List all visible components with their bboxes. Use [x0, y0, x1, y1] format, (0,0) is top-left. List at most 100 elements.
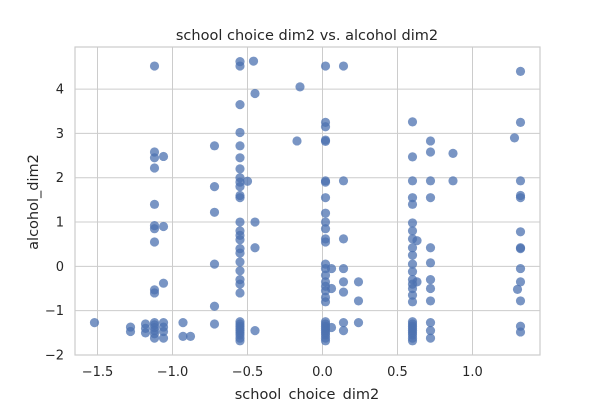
data-point — [209, 319, 220, 329]
data-point — [326, 322, 337, 333]
data-point — [425, 147, 436, 157]
data-point — [515, 227, 526, 237]
data-point — [412, 236, 422, 246]
y-tick-label: 2 — [56, 171, 64, 186]
data-point — [250, 326, 260, 336]
data-point — [235, 279, 245, 289]
x-tick-label: −0.5 — [232, 365, 264, 380]
data-point — [338, 263, 349, 274]
data-point — [425, 275, 436, 285]
data-point — [149, 61, 160, 71]
x-tick-label: −1.0 — [157, 365, 189, 380]
data-point — [509, 133, 520, 143]
data-point — [407, 226, 418, 236]
data-point — [407, 176, 418, 186]
y-tick-labels: −2 −1 0 1 2 3 4 — [45, 83, 64, 364]
data-point — [407, 152, 418, 162]
y-tick-label: −1 — [45, 304, 64, 319]
data-point — [353, 296, 364, 306]
data-point — [149, 153, 160, 163]
data-point — [425, 176, 436, 186]
y-tick-label: 3 — [56, 127, 64, 142]
data-point — [338, 277, 349, 287]
grid — [75, 47, 540, 356]
data-point — [338, 61, 349, 71]
data-point — [235, 61, 245, 71]
data-point — [425, 296, 436, 306]
data-point — [407, 290, 418, 300]
data-point — [235, 336, 245, 346]
data-point — [125, 326, 136, 337]
data-point — [178, 318, 188, 328]
data-point — [353, 318, 364, 328]
data-point — [235, 141, 245, 151]
data-point — [320, 336, 331, 346]
data-point — [326, 283, 337, 294]
data-point — [320, 237, 331, 247]
data-point — [235, 193, 245, 203]
data-point — [292, 136, 302, 146]
y-tick-label: 4 — [56, 83, 64, 98]
y-axis-title: alcohol_dim2 — [26, 154, 42, 250]
data-point — [407, 117, 418, 127]
data-point — [425, 326, 436, 336]
x-tick-label: 1.0 — [462, 365, 483, 380]
data-point — [425, 136, 436, 146]
x-tick-labels: −1.5 −1.0 −0.5 0.0 0.5 1.0 — [82, 365, 483, 380]
data-point — [338, 234, 349, 244]
data-point — [425, 193, 436, 203]
data-point — [412, 277, 422, 287]
data-point — [407, 243, 418, 253]
data-point — [250, 217, 260, 227]
data-point — [235, 266, 245, 276]
data-point — [209, 207, 220, 217]
data-point — [242, 176, 253, 186]
data-point — [209, 181, 220, 192]
data-point — [149, 199, 160, 209]
data-point — [515, 176, 526, 186]
data-point — [425, 333, 436, 343]
data-point — [250, 88, 260, 99]
data-point — [320, 193, 331, 203]
data-point — [407, 283, 418, 294]
data-point — [515, 117, 526, 127]
data-point — [320, 224, 331, 234]
y-tick-label: −2 — [45, 349, 64, 364]
data-point — [407, 218, 418, 228]
data-point — [515, 277, 526, 287]
data-point — [209, 259, 220, 269]
data-point — [515, 263, 526, 274]
y-tick-label: 1 — [56, 216, 64, 231]
data-point — [235, 127, 245, 138]
data-point — [448, 148, 458, 158]
data-point — [158, 278, 169, 288]
data-point — [407, 267, 418, 277]
data-point — [515, 244, 526, 254]
data-point — [407, 250, 418, 260]
data-point — [235, 288, 245, 298]
data-point — [158, 333, 169, 343]
data-point — [158, 221, 169, 232]
data-point — [149, 288, 160, 298]
data-point — [209, 301, 220, 311]
data-point — [448, 176, 458, 186]
data-point — [158, 326, 169, 337]
x-axis-title: school_choice_dim2 — [235, 387, 380, 400]
data-point — [248, 56, 259, 66]
data-point — [235, 181, 245, 192]
data-point — [235, 257, 245, 267]
data-point — [338, 326, 349, 336]
data-point — [407, 259, 418, 269]
data-point — [320, 122, 331, 132]
data-point — [185, 331, 196, 341]
data-point — [338, 176, 349, 186]
data-point — [320, 270, 331, 280]
data-point — [407, 297, 418, 307]
data-point — [235, 235, 245, 245]
data-point — [320, 136, 331, 146]
data-point — [326, 263, 337, 274]
data-point — [178, 331, 188, 341]
data-point — [320, 208, 331, 218]
data-point — [149, 237, 160, 247]
data-point — [515, 327, 526, 337]
